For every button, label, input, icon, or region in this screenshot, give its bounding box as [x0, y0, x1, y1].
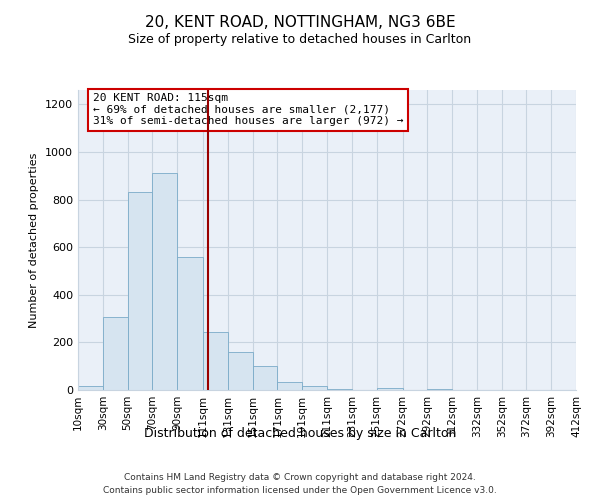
Bar: [327, 389, 352, 390]
Text: Size of property relative to detached houses in Carlton: Size of property relative to detached ho…: [128, 32, 472, 46]
Bar: [152, 174, 177, 390]
Bar: [253, 366, 277, 390]
Bar: [277, 382, 302, 390]
Bar: [177, 256, 203, 390]
Bar: [427, 389, 452, 390]
Bar: [377, 388, 403, 390]
Y-axis label: Number of detached properties: Number of detached properties: [29, 152, 40, 328]
Bar: [103, 318, 128, 390]
Text: Distribution of detached houses by size in Carlton: Distribution of detached houses by size …: [144, 428, 456, 440]
Bar: [128, 192, 152, 390]
Text: Contains HM Land Registry data © Crown copyright and database right 2024.
Contai: Contains HM Land Registry data © Crown c…: [103, 473, 497, 495]
Text: 20 KENT ROAD: 115sqm
← 69% of detached houses are smaller (2,177)
31% of semi-de: 20 KENT ROAD: 115sqm ← 69% of detached h…: [93, 93, 403, 126]
Bar: [228, 352, 253, 390]
Bar: [78, 386, 103, 390]
Bar: [302, 386, 327, 390]
Text: 20, KENT ROAD, NOTTINGHAM, NG3 6BE: 20, KENT ROAD, NOTTINGHAM, NG3 6BE: [145, 15, 455, 30]
Bar: [203, 332, 228, 390]
